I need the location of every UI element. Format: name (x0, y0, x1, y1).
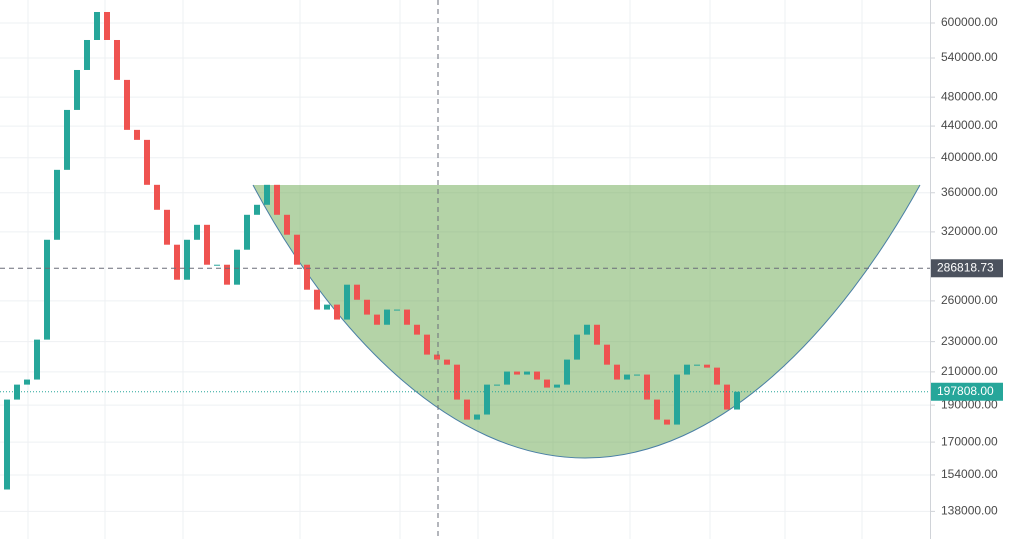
candle-body (524, 371, 530, 375)
candle-body (194, 224, 200, 240)
candle-body (124, 79, 130, 130)
candle-body (594, 324, 600, 345)
candle-body (424, 334, 430, 355)
overlay (0, 267, 930, 393)
last-price-label: 197808.00 (937, 384, 994, 398)
y-tick-label: 400000.00 (941, 150, 998, 164)
candle-body (104, 11, 110, 40)
candle-body (14, 384, 20, 400)
candle-body (504, 371, 510, 385)
candle-body (534, 371, 540, 380)
y-tick-label: 154000.00 (941, 467, 998, 481)
price-axis: 600000.00 540000.00 480000.00 440000.00 4000… (930, 15, 1003, 518)
candle-body (374, 314, 380, 325)
candle-body (464, 399, 470, 420)
candle-body (244, 214, 250, 250)
candle-body (204, 224, 210, 265)
candle-body (24, 379, 30, 385)
candle-body (734, 391, 740, 410)
candle-body (294, 234, 300, 265)
candle-body (644, 374, 650, 400)
candle-body (94, 11, 100, 40)
candle-body (414, 324, 420, 335)
candle-body (84, 39, 90, 70)
candle-body (314, 289, 320, 310)
y-tick-label: 190000.00 (941, 397, 998, 411)
candle-body (714, 367, 720, 385)
candle-body (264, 184, 270, 205)
candle-body (674, 374, 680, 425)
candle-body (624, 374, 630, 380)
candle-body (64, 109, 70, 170)
candle-body (164, 209, 170, 245)
candle-body (134, 129, 140, 140)
y-tick-label: 480000.00 (941, 89, 998, 103)
candle-body (564, 359, 570, 385)
y-tick-label: 440000.00 (941, 118, 998, 132)
candle-body (724, 384, 730, 410)
candle-body (694, 364, 700, 366)
candle-body (484, 384, 490, 415)
candle-body (184, 239, 190, 280)
candle-body (604, 344, 610, 365)
candle-body (224, 264, 230, 285)
candle-body (434, 354, 440, 360)
candle-body (44, 239, 50, 340)
candle-body (114, 39, 120, 80)
candle-body (284, 214, 290, 235)
candle-body (684, 364, 690, 375)
candle-body (474, 414, 480, 420)
y-tick-label: 360000.00 (941, 185, 998, 199)
candle-body (664, 419, 670, 425)
candle-body (554, 384, 560, 388)
cup-shape (253, 185, 920, 458)
candle-body (324, 304, 330, 310)
candle-body (574, 334, 580, 360)
crosshair-label-bg (931, 259, 1003, 278)
y-tick-label: 230000.00 (941, 334, 998, 348)
y-tick-label: 138000.00 (941, 504, 998, 518)
candle-body (704, 364, 710, 368)
candle-body (34, 339, 40, 380)
candle-body (584, 324, 590, 335)
y-tick-label: 540000.00 (941, 50, 998, 64)
candle-body (4, 399, 10, 490)
candles (4, 11, 740, 490)
candle-body (254, 204, 260, 215)
candle-body (144, 139, 150, 185)
y-tick-label: 320000.00 (941, 224, 998, 238)
candle-body (614, 364, 620, 380)
candle-body (274, 184, 280, 215)
candle-body (154, 184, 160, 210)
candle-body (364, 299, 370, 315)
y-tick-label: 260000.00 (941, 293, 998, 307)
crosshair-label: 286818.73 (937, 260, 994, 274)
y-tick-label: 600000.00 (941, 15, 998, 29)
candle-body (344, 284, 350, 320)
candle-body (214, 264, 220, 266)
candle-body (174, 244, 180, 280)
candle-body (334, 304, 340, 320)
candle-body (354, 284, 360, 300)
candle-body (74, 69, 80, 110)
last-price-label-bg (931, 382, 1003, 401)
candle-body (394, 309, 400, 311)
candle-body (404, 309, 410, 325)
candle-body (634, 374, 640, 376)
y-tick-label: 170000.00 (941, 434, 998, 448)
candle-body (494, 384, 500, 386)
candle-body (444, 359, 450, 365)
candle-body (234, 249, 240, 285)
candle-body (54, 169, 60, 240)
candle-body (384, 309, 390, 325)
candle-body (454, 364, 460, 400)
candle-body (654, 399, 660, 420)
candle-body (544, 379, 550, 388)
y-tick-label: 210000.00 (941, 364, 998, 378)
candle-body (304, 264, 310, 290)
candle-body (514, 371, 520, 375)
